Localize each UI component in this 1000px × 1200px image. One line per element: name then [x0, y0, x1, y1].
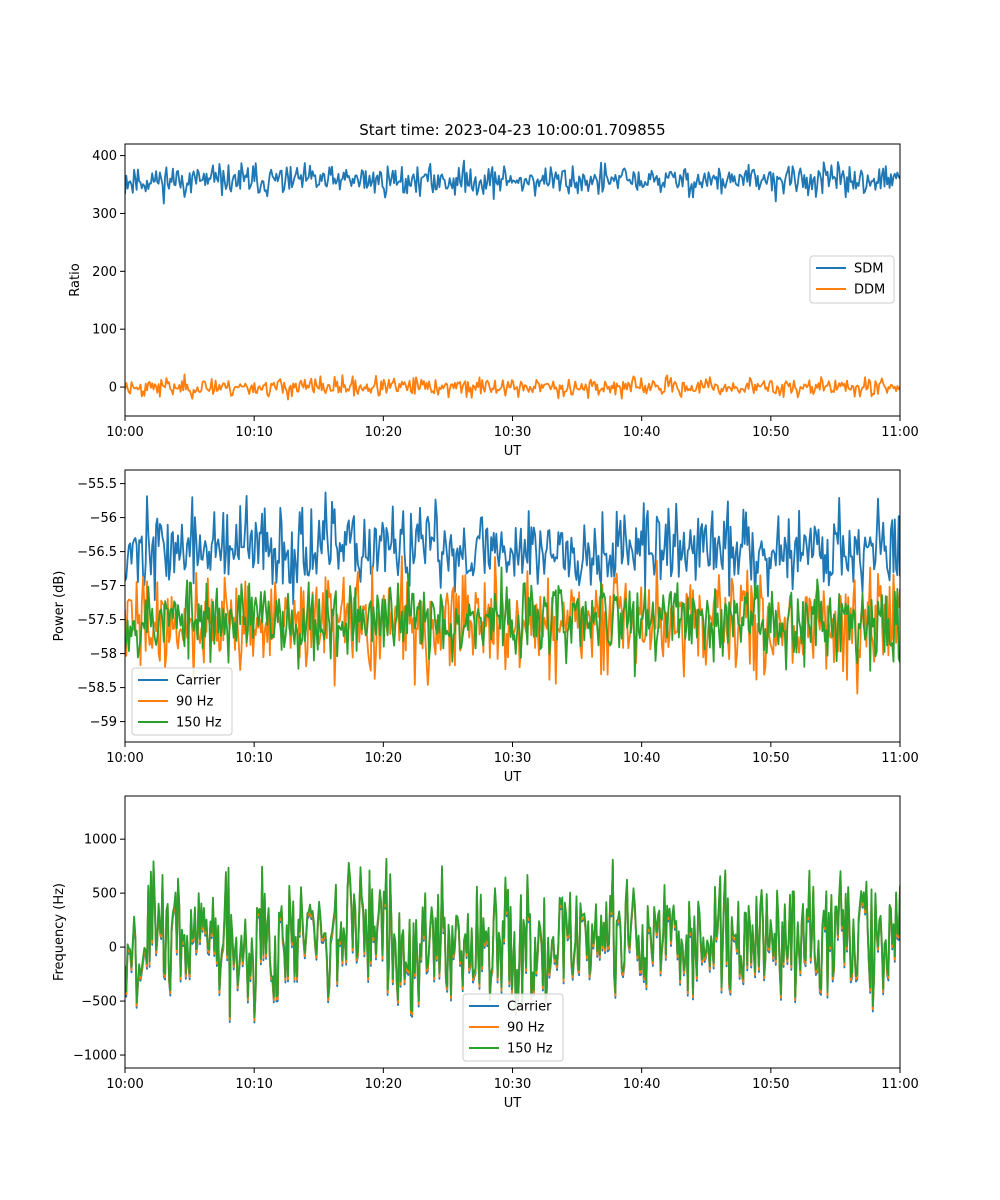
- legend-entry: DDM: [854, 283, 885, 298]
- y-tick-label: 0: [109, 381, 117, 396]
- series-line-sdm: [125, 159, 900, 205]
- x-tick-label: 10:40: [623, 751, 660, 766]
- chart-panel-3: 10:00 10:10 10:20 10:30 10:40 10:50 11:00 1000 5…: [52, 795, 919, 1111]
- x-tick-label: 10:20: [365, 425, 402, 440]
- legend-entry: Carrier: [507, 1000, 552, 1015]
- x-tick-label: 10:30: [494, 425, 531, 440]
- y-tick-label: 500: [92, 887, 117, 902]
- legend: Carrier 90 Hz 150 Hz: [462, 993, 564, 1062]
- series-line-ddm: [125, 373, 900, 401]
- y-tick-label: −1000: [73, 1049, 117, 1064]
- x-tick-label: 10:20: [365, 751, 402, 766]
- y-tick-label: −58.5: [77, 681, 117, 696]
- y-tick-label: 0: [109, 941, 117, 956]
- plot-area: [125, 857, 900, 1024]
- x-tick-label: 10:10: [235, 751, 272, 766]
- x-axis-label: UT: [504, 770, 522, 785]
- x-tick-label: 10:50: [752, 425, 789, 440]
- x-tick-label: 10:00: [106, 1077, 143, 1092]
- y-axis-label: Power (dB): [52, 571, 67, 642]
- series-line-carrier: [125, 491, 900, 606]
- y-tick-label: 100: [92, 323, 117, 338]
- figure-title: Start time: 2023-04-23 10:00:01.709855: [359, 121, 665, 139]
- x-tick-label: 10:50: [752, 1077, 789, 1092]
- y-tick-label: 1000: [84, 833, 117, 848]
- x-tick-label: 10:10: [235, 1077, 272, 1092]
- x-tick-label: 11:00: [881, 751, 918, 766]
- x-tick-label: 10:30: [494, 751, 531, 766]
- legend-entry: 150 Hz: [507, 1042, 553, 1057]
- plot-area: [125, 159, 900, 401]
- x-tick-label: 10:30: [494, 1077, 531, 1092]
- legend: Carrier 90 Hz 150 Hz: [131, 667, 233, 736]
- legend-entry: 90 Hz: [507, 1021, 544, 1036]
- legend-entry: 150 Hz: [176, 716, 222, 731]
- series-line-150-hz: [125, 566, 900, 678]
- y-tick-label: 300: [92, 207, 117, 222]
- x-tick-label: 10:40: [623, 1077, 660, 1092]
- y-tick-label: −57.5: [77, 613, 117, 628]
- plot-area: [125, 491, 900, 695]
- x-axis-label: UT: [504, 1096, 522, 1111]
- panels: 10:00 10:10 10:20 10:30 10:40 10:50 11:00 0 100 2…: [52, 143, 919, 1111]
- x-tick-label: 10:10: [235, 425, 272, 440]
- legend-box: [462, 993, 564, 1062]
- x-tick-label: 10:50: [752, 751, 789, 766]
- x-tick-label: 11:00: [881, 1077, 918, 1092]
- series-line-150-hz: [125, 857, 900, 1019]
- x-tick-label: 10:20: [365, 1077, 402, 1092]
- y-tick-label: −56: [90, 511, 117, 526]
- y-tick-label: −57: [90, 579, 117, 594]
- y-tick-label: 200: [92, 265, 117, 280]
- legend-entry: SDM: [854, 262, 883, 277]
- legend-box: [131, 667, 233, 736]
- x-tick-label: 10:40: [623, 425, 660, 440]
- x-axis-label: UT: [504, 444, 522, 459]
- legend-entry: Carrier: [176, 674, 221, 689]
- y-tick-label: −55.5: [77, 477, 117, 492]
- legend: SDM DDM: [809, 255, 895, 304]
- y-tick-label: −56.5: [77, 545, 117, 560]
- x-tick-label: 11:00: [881, 425, 918, 440]
- y-axis-label: Frequency (Hz): [52, 883, 67, 981]
- y-tick-label: −500: [81, 995, 117, 1010]
- y-tick-label: −58: [90, 647, 117, 662]
- x-tick-label: 10:00: [106, 751, 143, 766]
- legend-entry: 90 Hz: [176, 695, 213, 710]
- chart-panel-1: 10:00 10:10 10:20 10:30 10:40 10:50 11:00 0 100 2…: [68, 143, 919, 459]
- y-tick-label: −59: [90, 715, 117, 730]
- y-axis-label: Ratio: [68, 263, 83, 296]
- chart-panel-2: 10:00 10:10 10:20 10:30 10:40 10:50 11:00 −55.5…: [52, 469, 919, 785]
- x-tick-label: 10:00: [106, 425, 143, 440]
- y-tick-label: 400: [92, 149, 117, 164]
